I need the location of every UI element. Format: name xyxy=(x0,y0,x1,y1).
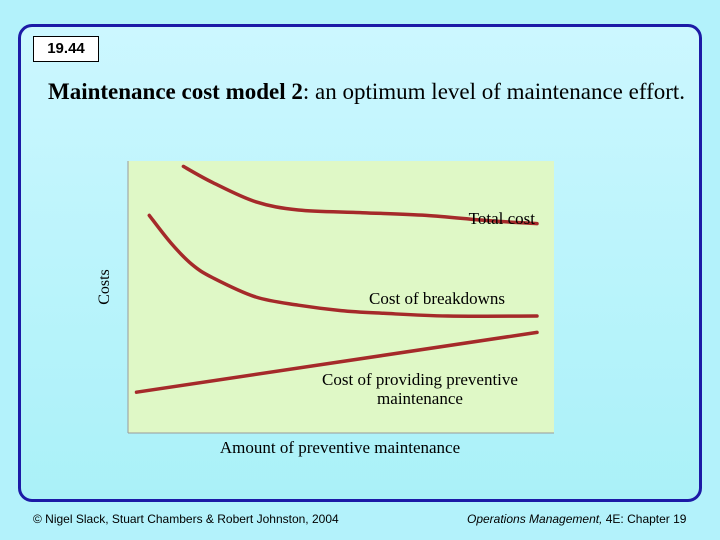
slide-title-rest: : an optimum level of maintenance effort… xyxy=(302,79,686,104)
plot-area xyxy=(128,161,554,433)
copyright-footer: © Nigel Slack, Stuart Chambers & Robert … xyxy=(33,512,339,526)
slide-number: 19.44 xyxy=(33,36,99,62)
breakdowns-cost-label: Cost of breakdowns xyxy=(369,289,505,308)
total-cost-label: Total cost xyxy=(469,209,536,228)
cost-chart: Total cost Cost of breakdowns Cost of pr… xyxy=(96,161,554,457)
preventive-cost-label-line1: Cost of providing preventive xyxy=(322,370,518,389)
book-reference-footer: Operations Management, 4E: Chapter 19 xyxy=(467,512,686,526)
breakdowns-cost-curve xyxy=(147,213,539,318)
preventive-cost-label-line2: maintenance xyxy=(377,389,463,408)
slide-title-bold: Maintenance cost model 2 xyxy=(48,79,303,104)
slide-title: Maintenance cost model 2: an optimum lev… xyxy=(48,78,688,106)
x-axis-label: Amount of preventive maintenance xyxy=(220,438,460,457)
total-cost-curve xyxy=(181,164,539,226)
y-axis-label: Costs xyxy=(96,269,113,305)
preventive-cost-line xyxy=(134,330,539,394)
book-chapter: 4E: Chapter 19 xyxy=(602,512,687,526)
book-title: Operations Management, xyxy=(467,512,603,526)
